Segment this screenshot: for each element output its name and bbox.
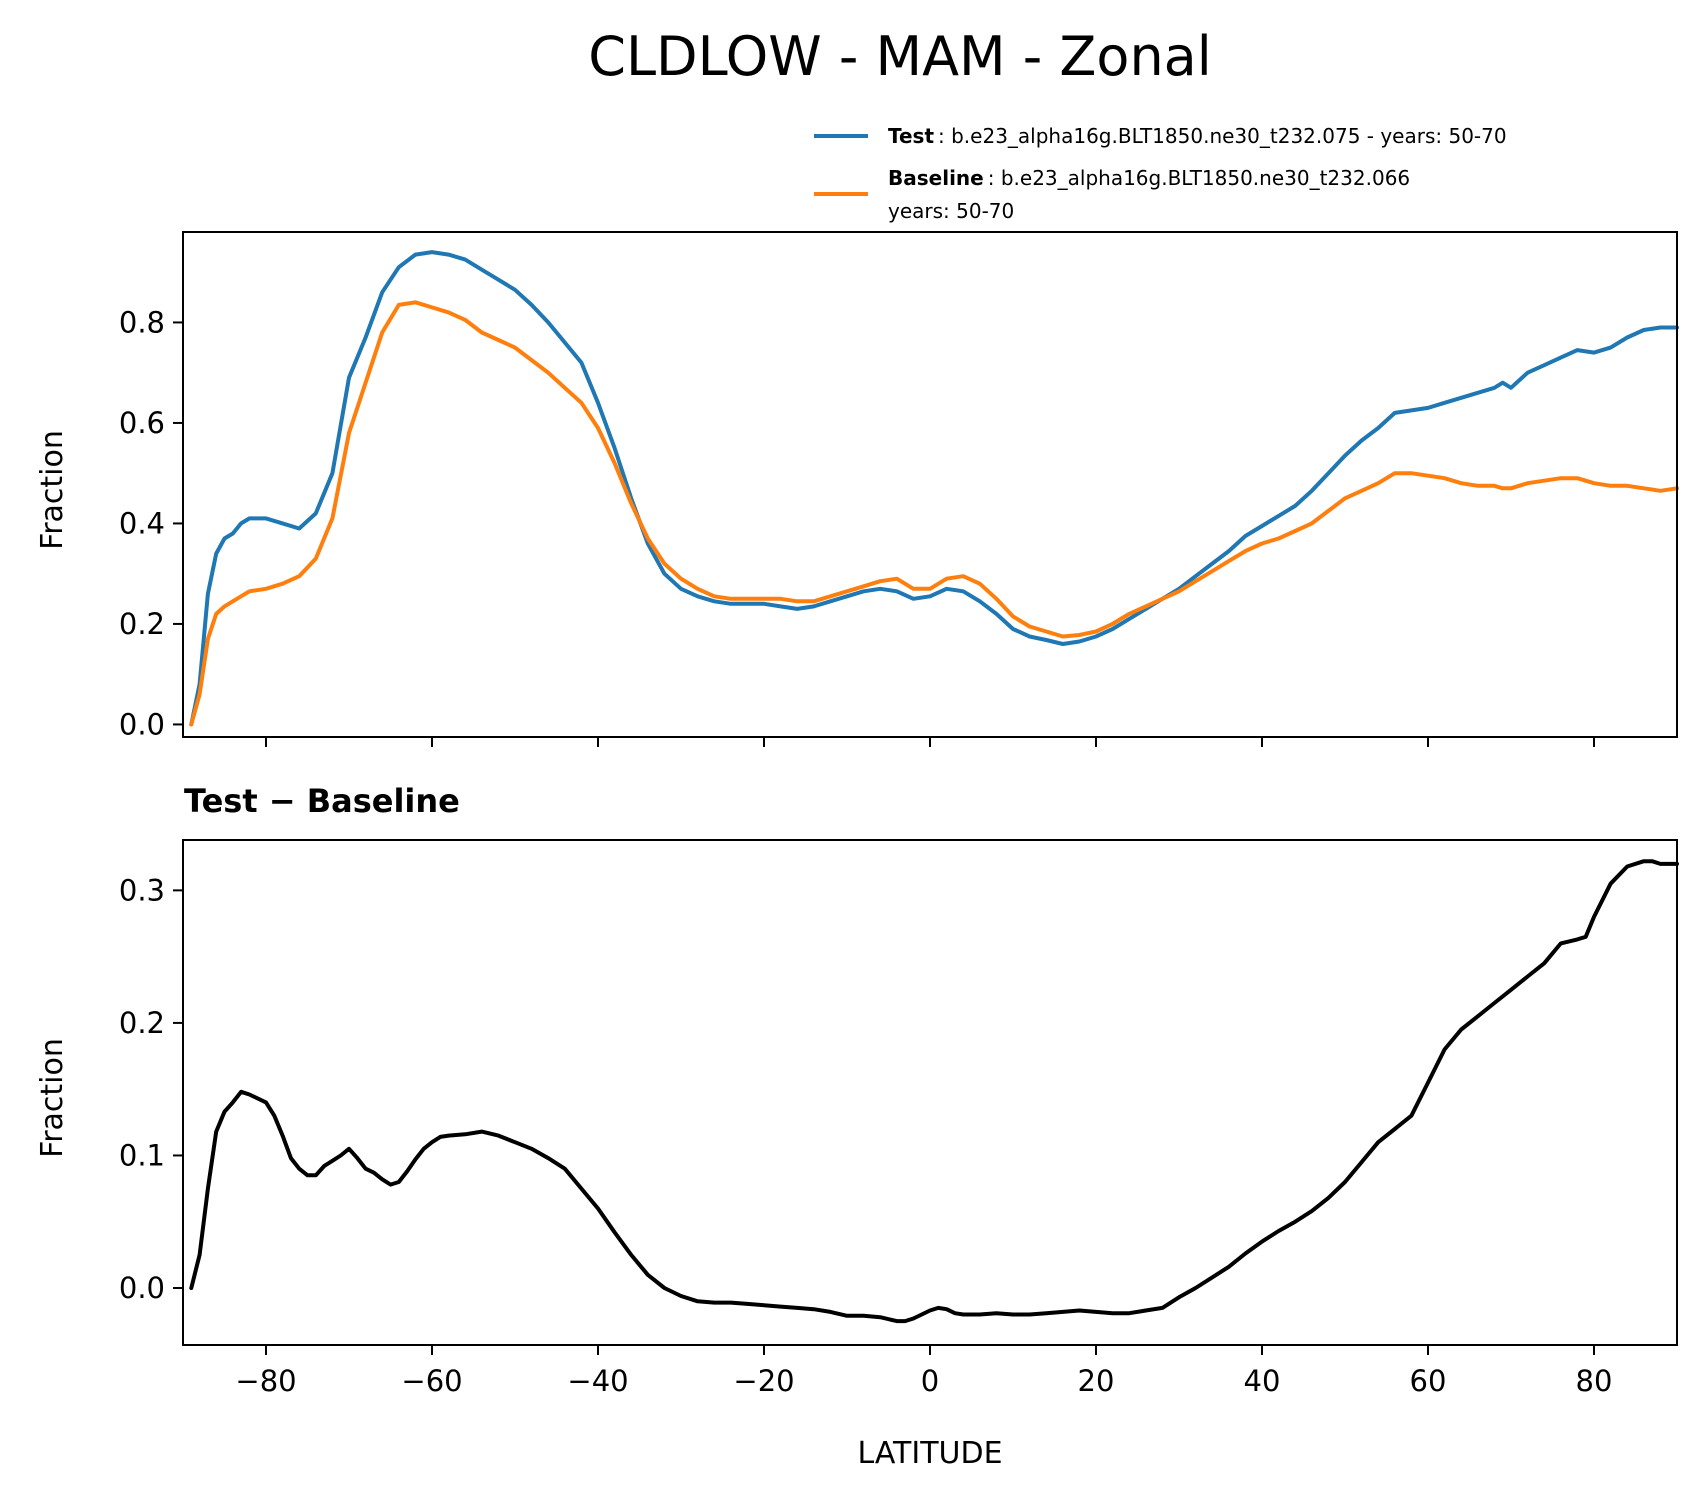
legend-label-baseline-bold: Baseline xyxy=(888,166,984,190)
y-tick-label-1-2: 0.2 xyxy=(119,1006,165,1040)
y-tick-label-1-0: 0.0 xyxy=(119,1271,165,1305)
bottom-panel-ylabel: Fraction xyxy=(35,1038,70,1158)
y-tick-label-0-3: 0.6 xyxy=(119,406,165,440)
bottom-panel-xlabel: LATITUDE xyxy=(857,1436,1002,1471)
x-tick-label-1-5: 20 xyxy=(1078,1364,1115,1398)
bottom-panel-series xyxy=(189,859,1679,1324)
top-panel-frame xyxy=(182,231,1678,738)
bottom-panel-title: Test − Baseline xyxy=(184,782,460,820)
y-tick-label-0-2: 0.4 xyxy=(119,506,165,540)
bottom-panel-frame xyxy=(182,839,1678,1346)
top-panel-series xyxy=(189,250,1679,727)
x-tick-label-1-6: 40 xyxy=(1244,1364,1281,1398)
legend-entry-test: Test: b.e23_alpha16g.BLT1850.ne30_t232.0… xyxy=(888,124,1507,148)
series-line-test-baseline xyxy=(189,859,1679,1324)
x-tick-label-1-3: −20 xyxy=(733,1364,794,1398)
x-tick-label-1-1: −60 xyxy=(401,1364,462,1398)
legend-label-baseline-text2: years: 50-70 xyxy=(888,199,1014,223)
top-panel: 0.0 0.2 0.4 0.6 0.8 Fraction xyxy=(35,231,1679,747)
legend-label-baseline-text: : b.e23_alpha16g.BLT1850.ne30_t232.066 xyxy=(988,166,1410,190)
y-tick-label-1-1: 0.1 xyxy=(119,1138,165,1172)
top-panel-ticks: 0.0 0.2 0.4 0.6 0.8 xyxy=(119,305,1595,747)
y-tick-label-0-4: 0.8 xyxy=(119,305,165,339)
bottom-panel-ticks: −80 −60 −40 −20 0 20 40 60 80 0.0 0.1 0.2 0.3 xyxy=(119,873,1613,1398)
figure-title: CLDLOW - MAM - Zonal xyxy=(588,25,1212,88)
bottom-panel: Test − Baseline −80 −60 −40 −20 0 20 40 60 80 0.0… xyxy=(35,782,1679,1471)
x-tick-label-1-7: 60 xyxy=(1410,1364,1447,1398)
y-tick-label-0-1: 0.2 xyxy=(119,607,165,641)
legend-label-test-bold: Test xyxy=(888,124,934,148)
series-line-test xyxy=(189,250,1679,727)
legend-entry-baseline: Baseline: b.e23_alpha16g.BLT1850.ne30_t2… xyxy=(888,166,1410,190)
top-panel-ylabel: Fraction xyxy=(35,430,70,550)
y-tick-label-1-3: 0.3 xyxy=(119,873,165,907)
series-line-baseline xyxy=(189,300,1679,727)
y-tick-label-0-0: 0.0 xyxy=(119,707,165,741)
x-tick-label-1-4: 0 xyxy=(921,1364,939,1398)
legend: Test: b.e23_alpha16g.BLT1850.ne30_t232.0… xyxy=(814,124,1507,223)
legend-label-test-text: : b.e23_alpha16g.BLT1850.ne30_t232.075 -… xyxy=(938,124,1507,148)
x-tick-label-1-2: −40 xyxy=(567,1364,628,1398)
x-tick-label-1-0: −80 xyxy=(235,1364,296,1398)
x-tick-label-1-8: 80 xyxy=(1576,1364,1613,1398)
